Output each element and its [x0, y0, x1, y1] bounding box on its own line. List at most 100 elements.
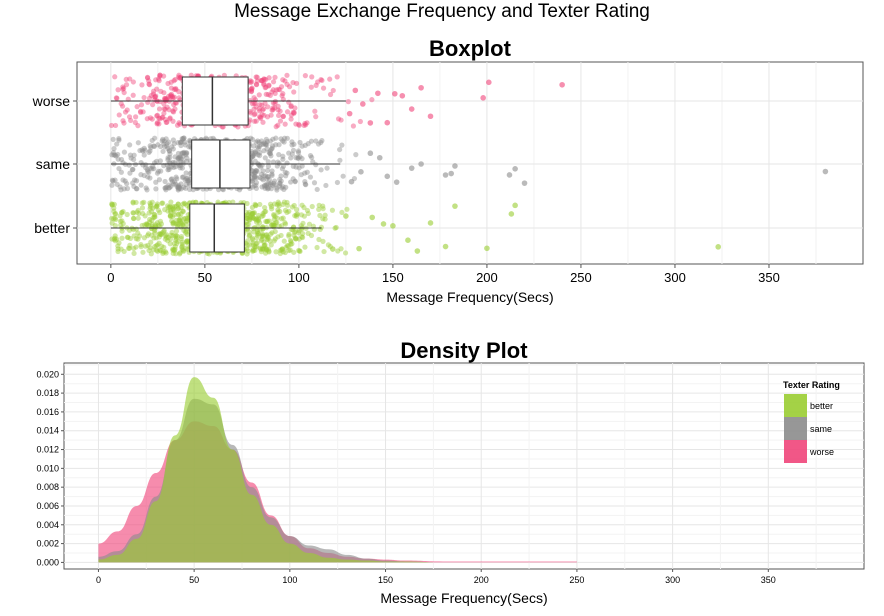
data-point: [249, 204, 256, 211]
data-point: [318, 167, 324, 173]
data-point: [181, 135, 187, 141]
data-point: [160, 249, 167, 255]
y-tick-label: 0.016: [36, 407, 59, 417]
data-point: [262, 182, 268, 188]
data-point: [258, 249, 264, 255]
data-point: [246, 212, 252, 218]
data-point: [176, 155, 182, 162]
data-point: [164, 104, 170, 110]
data-point: [251, 95, 257, 101]
data-point: [161, 106, 167, 112]
data-point: [300, 234, 306, 241]
data-point: [126, 162, 132, 168]
data-point: [261, 140, 267, 146]
data-point: [135, 215, 141, 221]
data-point: [179, 139, 185, 145]
data-point: [252, 150, 259, 157]
data-point: [272, 228, 278, 235]
data-point: [301, 213, 307, 219]
data-point: [147, 200, 153, 206]
data-point: [166, 148, 172, 154]
data-point: [130, 166, 136, 172]
data-point: [264, 234, 270, 240]
data-point: [159, 138, 165, 144]
data-point: [182, 201, 188, 207]
data-point: [215, 199, 221, 205]
data-point: [265, 174, 271, 180]
data-point: [113, 153, 119, 159]
data-point: [111, 201, 117, 207]
data-point: [184, 222, 190, 228]
data-point: [259, 236, 265, 242]
data-point: [268, 231, 274, 237]
data-point: [270, 222, 276, 228]
data-point: [127, 235, 134, 242]
data-point: [308, 84, 314, 90]
data-point: [266, 83, 272, 89]
data-point: [252, 244, 258, 250]
data-point: [257, 102, 263, 108]
data-point: [258, 171, 265, 177]
data-point: [249, 86, 255, 92]
legend-label-better: better: [810, 401, 833, 411]
data-point: [119, 209, 125, 216]
data-point: [148, 92, 154, 99]
data-point: [150, 163, 156, 170]
data-point: [160, 136, 166, 142]
data-point: [172, 154, 178, 160]
data-point: [144, 167, 151, 173]
data-point: [170, 95, 176, 101]
data-point: [309, 154, 315, 161]
data-point: [278, 84, 285, 90]
outlier-point: [329, 246, 336, 252]
data-point: [131, 156, 137, 163]
data-point: [262, 173, 269, 179]
data-point: [119, 103, 126, 109]
data-point: [184, 215, 191, 221]
data-point: [253, 139, 259, 145]
data-point: [157, 218, 164, 224]
data-point: [313, 162, 319, 168]
data-point: [146, 210, 152, 216]
data-point: [284, 199, 290, 206]
data-point: [112, 210, 119, 217]
data-point: [277, 118, 284, 124]
data-point: [264, 184, 270, 190]
data-point: [250, 153, 256, 159]
data-point: [169, 144, 175, 150]
data-point: [249, 168, 255, 174]
data-point: [135, 207, 141, 213]
data-point: [173, 251, 179, 257]
data-point: [172, 106, 178, 112]
data-point: [124, 185, 131, 192]
data-point: [172, 100, 179, 106]
y-tick-label: 0.018: [36, 388, 59, 398]
data-point: [297, 139, 303, 146]
data-point: [161, 141, 167, 147]
data-point: [318, 224, 325, 230]
data-point: [280, 138, 286, 144]
data-point: [143, 185, 149, 191]
data-point: [253, 81, 259, 87]
data-point: [253, 202, 259, 208]
data-point: [170, 118, 176, 124]
data-point: [168, 232, 174, 238]
data-point: [338, 246, 344, 252]
data-point: [250, 152, 256, 158]
data-point: [281, 135, 288, 141]
data-point: [183, 150, 189, 156]
data-point: [256, 145, 262, 151]
data-point: [250, 211, 256, 217]
data-point: [261, 82, 267, 88]
y-tick-label: 0.000: [36, 557, 59, 567]
data-point: [154, 201, 160, 207]
y-tick-label: same: [36, 156, 70, 172]
data-point: [152, 230, 158, 236]
data-point: [177, 121, 183, 127]
data-point: [179, 246, 185, 253]
data-point: [269, 89, 275, 95]
data-point: [248, 88, 255, 95]
data-point: [186, 178, 192, 184]
data-point: [133, 199, 139, 206]
